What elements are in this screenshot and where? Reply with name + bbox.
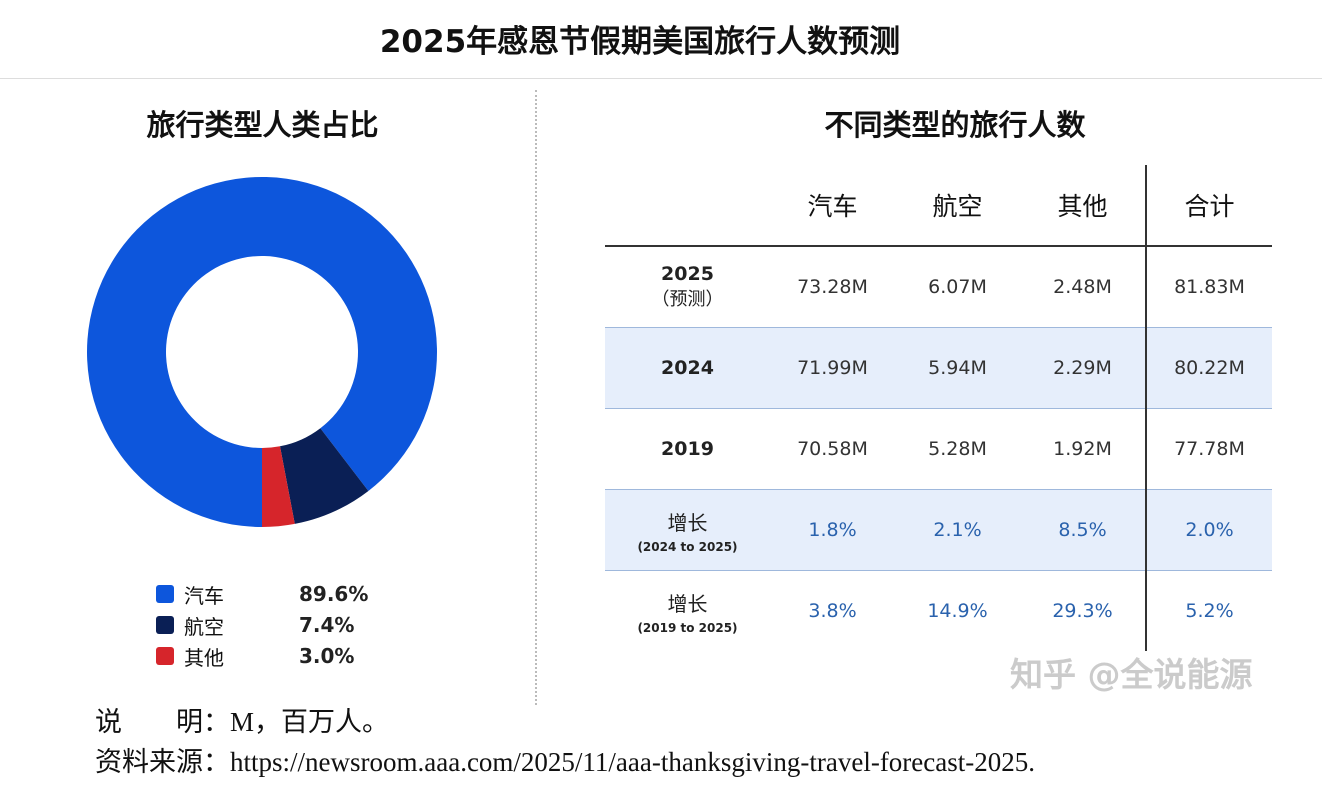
row-label-cell: 2019 [605,408,770,490]
legend-label: 汽车 [184,583,224,608]
table-cell: 71.99M [770,327,895,409]
table-cell: 2.0% [1145,489,1272,571]
table-row: 增长 (2019 to 2025) 3.8% 14.9% 29.3% 5.2% [605,570,1272,652]
legend-value: 7.4% [299,613,355,637]
table-row: 2019 70.58M 5.28M 1.92M 77.78M [605,408,1272,490]
table-cell: 5.28M [895,408,1020,490]
table-row: 2024 71.99M 5.94M 2.29M 80.22M [605,327,1272,409]
row-sublabel: (2024 to 2025) [637,539,738,554]
legend-swatch [156,647,174,665]
table-cell: 1.92M [1020,408,1146,490]
column-header: 合计 [1145,165,1272,247]
watermark: 知乎 @全说能源 [1010,655,1253,694]
table-cell: 73.28M [770,246,895,328]
legend-value: 3.0% [299,644,355,668]
table-cell: 3.8% [808,600,857,622]
table-cell: 80.22M [1145,327,1272,409]
row-label: 增长 [667,591,708,616]
donut-title: 旅行类型人类占比 [146,108,379,142]
table-cell: 29.3% [1052,600,1113,622]
legend-item: 航空 7.4% [156,611,354,639]
row-label: 2019 [661,438,714,460]
table-cell: 77.78M [1145,408,1272,490]
table-row: 2025 （预测） 73.28M 6.07M 2.48M 81.83M [605,246,1272,328]
table-cell: 2.48M [1020,246,1146,328]
table-row: 增长 (2024 to 2025) 1.8% 2.1% 8.5% 2.0% [605,489,1272,571]
table-cell: 6.07M [895,246,1020,328]
row-label-cell: 2024 [605,327,770,409]
column-header [605,165,770,247]
row-label-cell: 2025 （预测） [605,246,770,328]
row-sublabel: （预测） [651,289,724,310]
legend-item: 汽车 89.6% [156,580,368,608]
legend-swatch [156,585,174,603]
column-header: 其他 [1020,165,1146,247]
legend-item: 其他 3.0% [156,642,354,670]
table-cell: 1.8% [770,489,895,571]
table-cell: 5.94M [895,327,1020,409]
table-cell: 2.29M [1020,327,1146,409]
legend-swatch [156,616,174,634]
note-explain: 说 明：M，百万人。 [95,707,390,737]
note-source: 资料来源：https://newsroom.aaa.com/2025/11/aa… [95,747,1036,777]
legend-label: 其他 [184,645,224,670]
donut-slice-0 [87,176,438,527]
row-label: 2025 [661,263,714,285]
donut-slice-1 [279,428,369,524]
table-title: 不同类型的旅行人数 [824,108,1086,142]
table-cell: 8.5% [1020,489,1146,571]
table-cell: 81.83M [1145,246,1272,328]
page-title: 2025年感恩节假期美国旅行人数预测 [379,24,901,60]
table-cell: 14.9% [927,600,988,622]
table-header-row: 汽车 航空 其他 合计 [605,165,1272,247]
table-cell: 70.58M [770,408,895,490]
travel-table: 汽车 航空 其他 合计 2025 （预测） 73.28M 6.07M 2.48M 81.83M 20… [605,165,1272,651]
row-label: 2024 [661,357,714,379]
column-header: 航空 [895,165,1020,247]
donut-chart [87,176,438,527]
row-label-cell: 增长 (2019 to 2025) [605,571,770,652]
section-divider [535,90,537,705]
row-label-cell: 增长 (2024 to 2025) [605,489,770,571]
row-sublabel: (2019 to 2025) [637,620,738,635]
donut-slice-2 [262,446,295,527]
title-divider [0,78,1322,79]
table-cell: 2.1% [895,489,1020,571]
row-label: 增长 [667,510,708,535]
table-cell: 5.2% [1145,570,1272,651]
legend-value: 89.6% [299,582,369,606]
column-header: 汽车 [770,165,895,247]
legend-label: 航空 [184,614,224,639]
